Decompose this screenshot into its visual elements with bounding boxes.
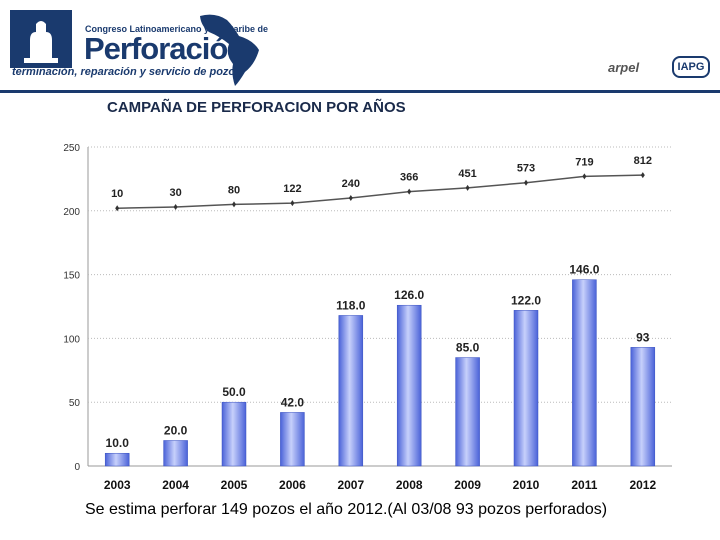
bar [338, 315, 364, 467]
bar-value-label: 122.0 [511, 293, 541, 307]
bar-value-label: 118.0 [336, 298, 366, 312]
bar [104, 452, 130, 467]
slide-title: CAMPAÑA DE PERFORACION POR AÑOS [107, 99, 406, 116]
bar-value-label: 126.0 [394, 288, 424, 302]
bar-value-label: 10.0 [106, 436, 130, 450]
bar-value-label: 93 [636, 330, 650, 344]
bar [221, 401, 247, 467]
line-point [115, 205, 120, 212]
x-tick-label: 2003 [104, 478, 131, 492]
x-tick-label: 2009 [454, 478, 481, 492]
line-value-label: 30 [169, 187, 181, 199]
x-tick-label: 2005 [221, 478, 248, 492]
america-map-icon [200, 14, 259, 87]
bar-value-label: 50.0 [222, 385, 246, 399]
line-value-label: 10 [111, 188, 123, 200]
y-tick-label: 0 [74, 462, 80, 473]
x-tick-label: 2007 [337, 478, 364, 492]
caption: Se estima perforar 149 pozos el año 2012… [85, 501, 608, 518]
bar-value-label: 85.0 [456, 341, 480, 355]
congress-text: Congreso Latinoamericano y del Caribe de [85, 24, 269, 34]
line-point [290, 200, 295, 207]
brand-tagline: terminación, reparación y servicio de po… [12, 66, 242, 78]
line-point [348, 195, 353, 202]
x-tick-label: 2012 [629, 478, 656, 492]
line-value-label: 366 [400, 172, 418, 184]
x-tick-label: 2011 [571, 478, 597, 492]
congress-logo [10, 10, 72, 68]
bar-value-label: 20.0 [164, 423, 188, 437]
bar [455, 357, 480, 467]
bar [163, 440, 188, 467]
bar-value-label: 42.0 [281, 395, 305, 409]
bar [513, 310, 539, 467]
x-tick-label: 2004 [162, 478, 189, 492]
y-tick-label: 50 [69, 398, 81, 409]
line-value-label: 80 [228, 184, 240, 196]
line-value-label: 719 [575, 156, 593, 168]
y-tick-label: 200 [63, 207, 80, 218]
x-tick-label: 2006 [279, 478, 306, 492]
bar [572, 279, 597, 467]
line-point [640, 172, 645, 179]
line-value-label: 240 [342, 178, 360, 190]
y-tick-label: 150 [63, 271, 80, 282]
y-tick-label: 250 [63, 143, 80, 154]
header: Congreso Latinoamericano y del Caribe de… [0, 0, 720, 93]
y-tick-label: 100 [63, 334, 80, 345]
line-value-label: 573 [517, 163, 535, 175]
bar-value-label: 146.0 [569, 263, 599, 277]
cumulative-line [117, 174, 643, 209]
bar [396, 304, 422, 467]
iapg-logo: IAPG [672, 56, 710, 78]
x-tick-label: 2010 [513, 478, 540, 492]
line-point [582, 173, 587, 180]
line-point [407, 188, 412, 195]
line-value-label: 812 [634, 155, 652, 167]
header-divider [0, 90, 720, 93]
line-point [232, 201, 236, 208]
bar [630, 347, 656, 467]
line-point [524, 179, 528, 186]
arpel-logo: arpel [608, 60, 640, 75]
x-tick-label: 2008 [396, 478, 423, 492]
bar [280, 412, 305, 467]
line-value-label: 122 [283, 183, 301, 195]
line-point [173, 203, 178, 210]
line-value-label: 451 [458, 168, 476, 180]
line-point [465, 184, 470, 191]
